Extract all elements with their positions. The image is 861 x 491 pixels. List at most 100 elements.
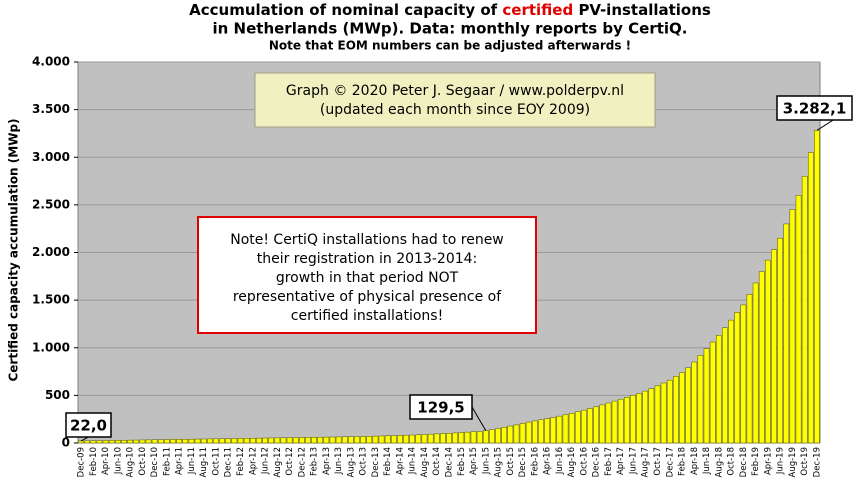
bar [237, 438, 244, 444]
copyright-text: (updated each month since EOY 2009) [320, 102, 590, 118]
x-tick-label: Feb-11 [162, 447, 172, 476]
note-text: their registration in 2013-2014: [257, 251, 478, 267]
x-tick-label: Apr-19 [763, 447, 773, 475]
bar [519, 423, 526, 444]
x-tick-label: Dec-14 [445, 447, 455, 477]
title-part: PV-installations [573, 1, 711, 19]
bar [728, 319, 734, 444]
x-tick-label: Jun-15 [481, 447, 491, 475]
x-tick-label: Feb-15 [457, 447, 467, 476]
bar [795, 195, 802, 444]
x-tick-label: Dec-16 [592, 447, 602, 477]
x-tick-label: Oct-10 [138, 447, 148, 476]
bar [587, 408, 593, 444]
bar [256, 437, 262, 444]
bar [679, 372, 685, 444]
x-tick-label: Jun-13 [334, 447, 344, 475]
bar [715, 335, 722, 444]
x-tick-label: Apr-12 [248, 447, 258, 475]
x-tick-label: Apr-14 [395, 447, 405, 475]
bar [568, 413, 575, 444]
x-tick-label: Oct-19 [800, 447, 810, 476]
bar [532, 420, 538, 444]
y-tick-label: 4.000 [32, 55, 70, 69]
bar [722, 327, 728, 444]
bar [329, 436, 336, 444]
copyright-box [254, 72, 656, 128]
value-label: 22,0 [70, 417, 107, 435]
x-tick-label: Aug-18 [714, 447, 724, 477]
label-box [409, 394, 473, 420]
x-tick-label: Aug-14 [420, 447, 430, 477]
title-part: certified [502, 1, 573, 19]
bar [384, 435, 391, 444]
bar [660, 382, 667, 444]
label-leader [471, 406, 487, 431]
bar [771, 249, 777, 444]
x-tick-label: Dec-13 [371, 447, 381, 477]
bar [489, 429, 495, 444]
bar [96, 440, 103, 444]
bar [390, 435, 397, 444]
y-tick-label: 2.500 [32, 197, 70, 211]
bar [231, 438, 238, 444]
bar [630, 395, 636, 444]
x-tick-label: Feb-17 [604, 447, 614, 476]
bar [378, 435, 385, 444]
bar [108, 440, 115, 444]
chart-subtitle: Note that EOM numbers can be adjusted af… [269, 39, 631, 53]
bar [170, 439, 176, 444]
bar [691, 361, 698, 444]
x-tick-label: Apr-11 [175, 447, 185, 475]
y-tick-label: 1.500 [32, 293, 70, 307]
x-tick-label: Feb-19 [751, 447, 761, 476]
bar [581, 409, 587, 444]
x-tick-label: Oct-11 [211, 447, 221, 476]
note-text: Note! CertiQ installations had to renew [230, 232, 504, 248]
bar [164, 439, 170, 444]
bar [292, 437, 299, 444]
x-tick-label: Dec-15 [518, 447, 528, 477]
bar [335, 436, 342, 444]
bar [90, 440, 97, 444]
bar [243, 438, 250, 444]
bar [182, 439, 189, 444]
bar [225, 438, 232, 444]
bar [207, 438, 213, 444]
bar [642, 390, 649, 444]
x-tick-label: Feb-14 [383, 447, 393, 476]
x-tick-label: Aug-15 [494, 447, 504, 477]
bar [611, 400, 618, 444]
bar [262, 437, 268, 444]
bar [777, 237, 783, 444]
bar [348, 436, 354, 444]
bar [673, 376, 679, 444]
x-tick-label: Apr-15 [469, 447, 479, 475]
x-tick-label: Apr-16 [543, 447, 553, 475]
x-tick-label: Dec-18 [739, 447, 749, 477]
x-tick-label: Apr-13 [322, 447, 332, 475]
bar [427, 433, 434, 444]
x-tick-label: Aug-16 [567, 447, 577, 477]
bar [268, 437, 274, 444]
title-part: Accumulation of nominal capacity of [189, 1, 502, 19]
note-text: representative of physical presence of [233, 289, 502, 305]
x-tick-label: Jun-11 [187, 447, 197, 475]
bar [176, 439, 183, 444]
bar [814, 130, 820, 444]
bar [685, 367, 691, 444]
value-label: 3.282,1 [783, 100, 847, 118]
bar [501, 427, 508, 444]
x-tick-label: Jun-14 [408, 447, 418, 475]
chart-title-line2: in Netherlands (MWp). Data: monthly repo… [213, 20, 688, 38]
bar [145, 439, 152, 444]
bar [372, 435, 379, 444]
bar [305, 437, 311, 444]
y-axis-label: Certified capacity accumulation (MWp) [7, 118, 21, 381]
note-box [197, 216, 537, 334]
bar [440, 433, 446, 444]
bar [415, 434, 422, 444]
x-tick-label: Oct-17 [653, 447, 663, 476]
x-tick-label: Jun-12 [261, 447, 271, 475]
